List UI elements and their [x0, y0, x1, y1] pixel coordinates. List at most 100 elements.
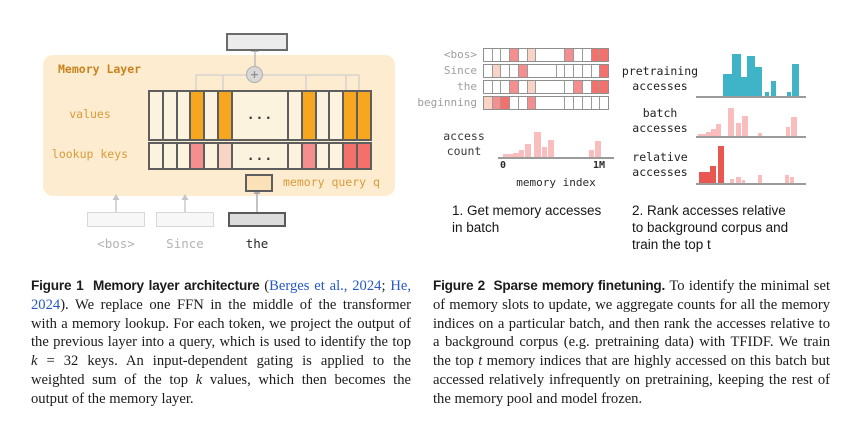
strip-cell: [600, 65, 609, 77]
histogram-bar: [790, 177, 794, 183]
strip-cell: [574, 49, 583, 61]
memory-slot-cell: [330, 144, 345, 168]
strip-cell: [591, 97, 601, 109]
strip-cell: [536, 81, 566, 93]
strip-cell: [527, 49, 537, 61]
plus-gate-icon: +: [246, 66, 263, 83]
caption-text: ;: [381, 278, 391, 294]
memory-slot-cell: [191, 92, 206, 139]
relative-accesses-chart: [697, 146, 803, 183]
histogram-bar: [595, 141, 601, 157]
pretraining-accesses-label: pretraining accesses: [616, 64, 704, 93]
histogram-bar: [730, 179, 734, 183]
histogram-bar: [548, 140, 554, 157]
token-input-box: [87, 212, 145, 227]
memory-slot-cell: [163, 92, 178, 139]
strip-cell: [510, 97, 519, 109]
text-line: accesses: [632, 120, 688, 135]
strip-cell: [518, 49, 528, 61]
histogram-bar: [716, 124, 721, 136]
citation-link[interactable]: Berges et al., 2024: [269, 278, 382, 294]
text-line: accesses: [632, 164, 688, 179]
pretraining-accesses-chart: [697, 54, 803, 96]
xtick-zero: 0: [500, 160, 507, 171]
memory-slot-cell: [358, 92, 370, 139]
strip-cell: [556, 65, 566, 77]
memory-slot-cell: [344, 144, 359, 168]
histogram-bar: [698, 134, 706, 136]
memory-slot-cell: [177, 144, 192, 168]
access-count-ylabel: access count: [438, 129, 490, 158]
strip-cell: [600, 49, 609, 61]
batch-accesses-label: batch accesses: [616, 106, 704, 135]
relative-accesses-label: relative accesses: [616, 150, 704, 179]
text-line: relative: [632, 150, 688, 164]
memory-slot-cell: [219, 92, 233, 139]
token-label: the: [245, 236, 269, 251]
memory-slot-cell: [205, 92, 220, 139]
strip-cell: [518, 97, 528, 109]
caption-text: memory indices that are highly accessed …: [433, 353, 830, 407]
histogram-bar: [755, 67, 762, 96]
memory-slot-cell: [316, 144, 331, 168]
token-input-box: [156, 212, 214, 227]
memory-slot-cell: [150, 92, 164, 139]
memory-slot-cell: [163, 144, 178, 168]
strip-cell: [510, 81, 519, 93]
histogram-bar: [519, 150, 524, 157]
strip-cell: [501, 97, 511, 109]
strip-cell: [582, 65, 592, 77]
text-line: 1. Get memory accesses: [452, 203, 602, 218]
strip-cell: [565, 81, 575, 93]
relative-axis: [696, 183, 806, 185]
strip-cell: [536, 49, 566, 61]
text-line: in batch: [452, 220, 500, 235]
strip-cell: [492, 49, 502, 61]
text-line: accesses: [632, 78, 688, 93]
text-line: to background corpus and: [632, 220, 789, 235]
caption-text: Figure 1 Memory layer architecture: [31, 278, 265, 293]
citation-link[interactable]: He, 2024: [31, 278, 411, 313]
histogram-bar: [710, 166, 716, 183]
strip-cell: [510, 65, 519, 77]
strip-cell: [492, 81, 502, 93]
memory-query-label: memory query q: [283, 175, 380, 189]
text-line: 2. Rank accesses relative: [632, 203, 786, 218]
memory-layer-title: Memory Layer: [58, 62, 142, 76]
histogram-bar: [706, 132, 712, 136]
memory-slot-cell: [302, 92, 317, 139]
strip-cell: [536, 97, 566, 109]
ellipsis-cell: ...: [232, 92, 289, 139]
strip-cell: [484, 65, 493, 77]
lookup-keys-row: ...: [148, 142, 372, 170]
memory-slot-cell: [177, 92, 192, 139]
text-line: batch: [642, 106, 678, 120]
access-count-chart: [500, 131, 612, 157]
histogram-bar: [785, 175, 789, 183]
histogram-bar: [747, 56, 755, 96]
memory-query-box: [245, 174, 273, 192]
strip-cell: [492, 65, 502, 77]
output-box: [226, 33, 288, 51]
figure1-caption: Figure 1 Memory layer architecture (Berg…: [31, 277, 411, 409]
strip-cell: [591, 49, 601, 61]
histogram-bar: [513, 153, 519, 157]
histogram-bar: [765, 92, 769, 96]
histogram-bar: [525, 144, 531, 157]
memory-slot-cell: [316, 92, 331, 139]
strip-cell: [527, 97, 537, 109]
strip-cell: [574, 81, 583, 93]
memory-slot-cell: [344, 92, 359, 139]
strip-cell: [565, 65, 575, 77]
values-row: ...: [148, 90, 372, 141]
memory-access-strip: [483, 48, 609, 62]
token-label: Since: [166, 236, 204, 251]
strip-cell: [591, 65, 601, 77]
strip-token-label: beginning: [417, 96, 477, 109]
histogram-bar: [787, 92, 791, 96]
histogram-bar: [736, 123, 741, 136]
caption-text: To identify the minimal set of memory sl…: [433, 278, 830, 370]
caption-text: (: [264, 278, 270, 294]
strip-cell: [600, 81, 609, 93]
strip-cell: [574, 65, 583, 77]
